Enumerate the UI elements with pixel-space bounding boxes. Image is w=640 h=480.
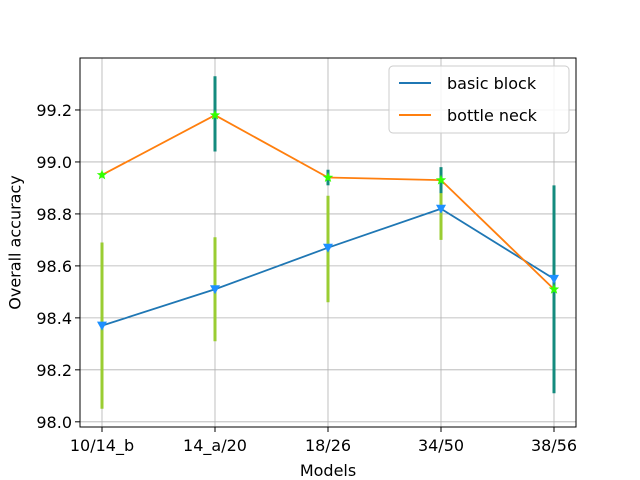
data-point-star bbox=[209, 109, 221, 120]
x-axis-title: Models bbox=[300, 461, 356, 480]
y-axis-title: Overall accuracy bbox=[6, 175, 25, 309]
y-tick-label: 99.2 bbox=[36, 101, 72, 120]
x-tick-label: 34/50 bbox=[418, 436, 464, 455]
series-markers bbox=[96, 109, 560, 331]
legend: basic block bottle neck bbox=[388, 65, 570, 134]
legend-box bbox=[388, 65, 570, 134]
y-tick-label: 98.4 bbox=[36, 309, 72, 328]
data-point-triangle bbox=[97, 321, 107, 331]
data-point-triangle bbox=[323, 243, 333, 253]
y-tick-label: 98.8 bbox=[36, 205, 72, 224]
data-point-star bbox=[322, 172, 334, 182]
legend-label-bottle-neck: bottle neck bbox=[447, 106, 538, 125]
x-tick-label: 10/14_b bbox=[70, 436, 134, 456]
data-point-star bbox=[435, 174, 447, 185]
y-tick-label: 98.2 bbox=[36, 361, 72, 380]
x-tick-label: 18/26 bbox=[305, 436, 351, 455]
x-axis-ticks: 10/14_b 14_a/20 18/26 34/50 38/56 bbox=[70, 427, 577, 456]
y-axis-ticks: 98.0 98.2 98.4 98.6 98.8 99.0 99.2 bbox=[36, 101, 80, 432]
legend-label-basic-block: basic block bbox=[447, 74, 537, 93]
x-tick-label: 38/56 bbox=[531, 436, 577, 455]
y-tick-label: 99.0 bbox=[36, 153, 72, 172]
data-point-triangle bbox=[436, 204, 446, 214]
x-tick-label: 14_a/20 bbox=[183, 436, 247, 456]
data-point-triangle bbox=[210, 285, 220, 295]
data-point-star bbox=[96, 169, 108, 180]
y-tick-label: 98.0 bbox=[36, 413, 72, 432]
data-point-triangle bbox=[549, 274, 559, 284]
y-tick-label: 98.6 bbox=[36, 257, 72, 276]
data-point-star bbox=[548, 283, 560, 294]
